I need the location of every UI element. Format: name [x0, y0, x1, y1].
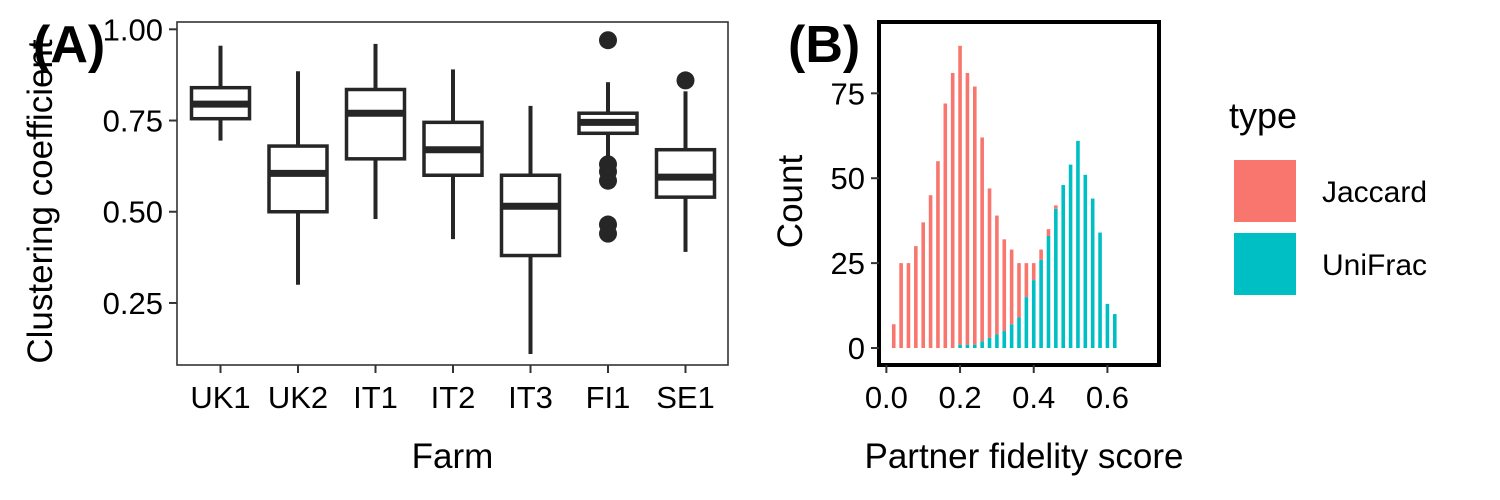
legend: type Jaccard UniFrac: [1229, 95, 1427, 295]
outlier-point: [676, 71, 695, 90]
x-axis-title: Partner fidelity score: [864, 437, 1183, 476]
box-fi1: [577, 31, 639, 243]
panel-b-histogram: 0 25 50 75 0.0 0.2 0.4 0.6 Partner fidelity scor…: [771, 20, 1184, 476]
iqr-box: [344, 87, 407, 161]
bar-unifrac: [1076, 140, 1080, 349]
y-axis-title: Clustering coefficient: [21, 39, 60, 364]
bar-unifrac: [1105, 303, 1110, 349]
iqr-box: [267, 144, 329, 214]
bar-jaccard: [972, 86, 977, 345]
bar-unifrac: [965, 344, 970, 349]
x-tick-label: 0.0: [865, 380, 908, 415]
bar-jaccard: [899, 263, 903, 349]
x-tick-label: 0.6: [1086, 380, 1129, 415]
legend-title: type: [1229, 95, 1297, 136]
bar-unifrac: [1009, 324, 1014, 349]
legend-swatch-unifrac: [1234, 233, 1296, 295]
y-tick-label: 50: [831, 161, 865, 196]
box-it1: [344, 43, 407, 220]
bar-jaccard: [1009, 249, 1014, 325]
bar-jaccard: [914, 246, 918, 349]
outlier-point: [599, 171, 617, 190]
legend-swatch-jaccard: [1234, 160, 1296, 222]
bar-jaccard: [987, 188, 992, 338]
x-tick-label: UK1: [190, 380, 250, 415]
y-tick-label: 0.25: [103, 286, 163, 321]
box-uk2: [267, 71, 329, 285]
bar-jaccard: [906, 263, 911, 349]
y-tick-label: 0.75: [103, 104, 163, 139]
bar-unifrac: [1054, 208, 1058, 349]
x-tick-label: IT1: [353, 380, 398, 415]
bar-unifrac: [1002, 331, 1007, 349]
panel-a-boxplot: 0.25 0.50 0.75 1.00 UK1 UK2 IT1 IT2 IT3 FI1 SE1 Far…: [21, 12, 729, 476]
bar-jaccard: [1024, 263, 1029, 298]
legend-label-jaccard: Jaccard: [1322, 176, 1427, 209]
bar-jaccard: [965, 72, 970, 345]
bar-unifrac: [1112, 314, 1117, 349]
bar-unifrac: [1068, 164, 1073, 349]
bar-jaccard: [1046, 229, 1051, 236]
x-tick-label: SE1: [656, 380, 715, 415]
bar-unifrac: [1024, 297, 1029, 349]
bar-jaccard: [980, 137, 984, 342]
iqr-box: [654, 147, 717, 199]
outlier-point: [599, 224, 617, 243]
bar-jaccard: [1002, 239, 1007, 332]
bar-unifrac: [1090, 198, 1095, 349]
iqr-box: [499, 173, 562, 258]
bar-jaccard: [928, 195, 933, 349]
bar-unifrac: [980, 341, 984, 349]
bar-unifrac: [1061, 185, 1066, 349]
y-tick-label: 75: [831, 76, 865, 111]
bar-jaccard: [943, 103, 948, 349]
bar-unifrac: [972, 344, 977, 349]
bar-unifrac: [995, 334, 999, 349]
bar-jaccard: [958, 45, 962, 345]
bar-unifrac: [1098, 232, 1102, 349]
y-tick-label: 0: [848, 331, 865, 366]
x-tick-label: 0.4: [1012, 380, 1055, 415]
bar-unifrac: [958, 344, 962, 349]
outlier-point: [599, 31, 617, 50]
x-tick-label: IT2: [431, 380, 476, 415]
bar-unifrac: [1039, 259, 1043, 349]
bar-unifrac: [1083, 174, 1088, 349]
box-it2: [422, 69, 484, 240]
x-tick-label: UK2: [268, 380, 328, 415]
bar-jaccard: [1039, 249, 1043, 260]
bar-unifrac: [1017, 317, 1021, 349]
bar-unifrac: [1031, 280, 1036, 349]
bar-unifrac: [1046, 235, 1051, 349]
bar-jaccard: [936, 161, 940, 349]
panel-b-label: (B): [788, 16, 860, 74]
panel-a-label: (A): [33, 16, 105, 74]
bar-jaccard: [1017, 263, 1021, 318]
bar-jaccard: [1031, 263, 1036, 281]
legend-label-unifrac: UniFrac: [1322, 249, 1427, 282]
box-it3: [499, 105, 562, 355]
y-tick-label: 0.50: [103, 195, 163, 230]
x-axis-title: Farm: [412, 437, 494, 476]
bar-jaccard: [1054, 205, 1058, 209]
y-tick-label: 1.00: [103, 12, 163, 47]
x-tick-label: FI1: [586, 380, 631, 415]
plot-frame: [877, 20, 1161, 367]
y-tick-label: 25: [831, 246, 865, 281]
bar-jaccard: [891, 324, 896, 349]
y-axis-title: Count: [771, 155, 810, 249]
bar-jaccard: [950, 72, 955, 349]
x-tick-label: IT3: [508, 380, 553, 415]
bar-unifrac: [987, 337, 992, 349]
bar-jaccard: [995, 215, 999, 335]
x-tick-label: 0.2: [938, 380, 981, 415]
box-se1: [654, 71, 717, 252]
bar-jaccard: [921, 222, 926, 349]
box-uk1: [189, 45, 252, 141]
